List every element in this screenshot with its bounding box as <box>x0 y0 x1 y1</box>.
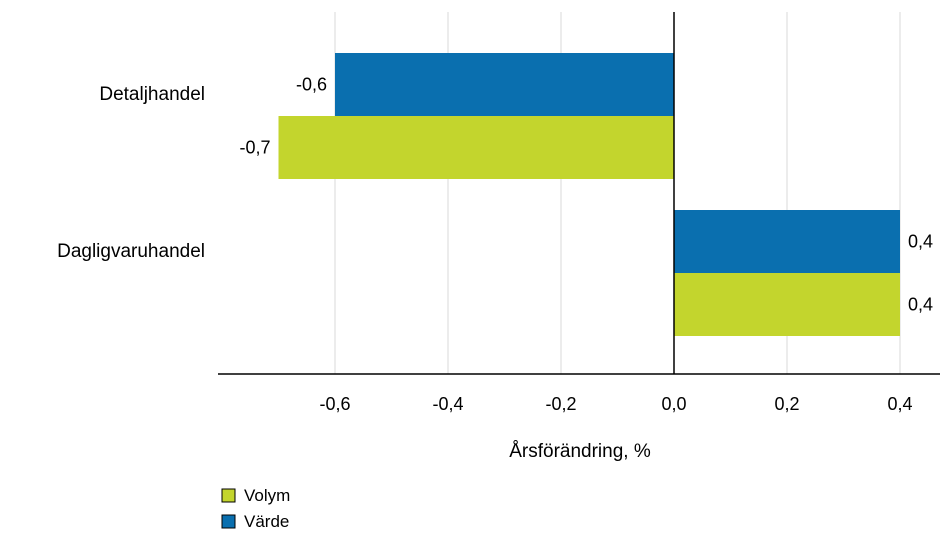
category-label: Detaljhandel <box>99 84 205 105</box>
bar <box>674 273 900 336</box>
legend-label: Volym <box>244 486 290 505</box>
category-label: Dagligvaruhandel <box>57 241 205 262</box>
x-tick-label: -0,6 <box>319 394 350 414</box>
data-label: 0,4 <box>908 232 933 252</box>
data-label: -0,7 <box>239 138 270 158</box>
legend-swatch <box>221 514 236 529</box>
bar <box>674 210 900 273</box>
x-tick-label: 0,0 <box>661 394 686 414</box>
x-tick-label: -0,4 <box>432 394 463 414</box>
labels: -0,6 -0,4 -0,2 0,0 0,2 0,4 -0,6 -0,7 Detaljhande… <box>57 75 933 463</box>
x-axis-title: Årsförändring, % <box>509 441 651 462</box>
data-label: 0,4 <box>908 295 933 315</box>
bar <box>335 53 674 116</box>
x-tick-label: 0,2 <box>774 394 799 414</box>
axes <box>218 12 940 375</box>
bars <box>278 53 900 336</box>
legend-label: Värde <box>244 512 289 531</box>
legend-swatch <box>221 488 236 503</box>
x-tick-label: -0,2 <box>545 394 576 414</box>
bar <box>278 116 674 179</box>
legend: Volym Värde <box>221 486 290 531</box>
x-tick-label: 0,4 <box>887 394 912 414</box>
data-label: -0,6 <box>296 75 327 95</box>
